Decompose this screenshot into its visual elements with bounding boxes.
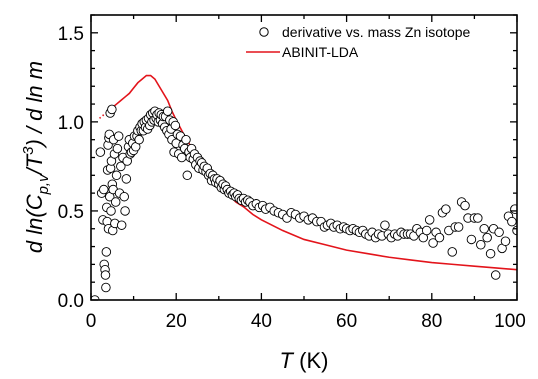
model-curve-layer (99, 74, 517, 271)
data-point (113, 131, 124, 141)
data-point (380, 220, 390, 230)
data-point (176, 152, 187, 163)
x-tick-label-80: 80 (421, 311, 442, 332)
y-tick-label-0-0: 0.0 (58, 291, 84, 312)
data-point (485, 248, 496, 259)
data-point (121, 174, 132, 184)
y-tick-label-1-5: 1.5 (58, 24, 84, 45)
data-point (182, 170, 193, 181)
data-point (421, 225, 432, 236)
data-point (116, 161, 126, 172)
y-axis-superscript: 3 (20, 146, 37, 155)
y-axis-subscript: p,v (35, 173, 52, 196)
data-point (107, 104, 117, 115)
x-tick-label-20: 20 (166, 311, 187, 332)
y-axis-mid: /T (22, 153, 47, 176)
x-axis-title: T (K) (280, 348, 329, 373)
data-point (91, 295, 100, 300)
data-point (111, 170, 122, 181)
data-point (95, 147, 106, 157)
data-point (119, 191, 129, 202)
data-point (490, 270, 501, 280)
data-point (134, 134, 144, 145)
y-axis-title: d ln(Cp,v/T3) / d ln m (20, 61, 52, 253)
data-point (101, 247, 112, 257)
legend-label-model: ABINIT-LDA (282, 44, 359, 60)
x-tick-label-0: 0 (86, 311, 97, 332)
legend: derivative vs. mass Zn isotope ABINIT-LD… (246, 24, 471, 60)
data-point (479, 223, 489, 234)
legend-label-data: derivative vs. mass Zn isotope (282, 24, 471, 40)
data-point (101, 282, 111, 293)
data-point (120, 206, 130, 216)
data-point (510, 204, 517, 214)
x-tick-labels: 0 20 40 60 80 100 (86, 311, 526, 332)
y-tick-labels: 0.0 0.5 1.0 1.5 (58, 24, 84, 312)
data-point (466, 234, 477, 245)
axis-ticks (90, 14, 518, 301)
data-point (99, 184, 109, 195)
data-point (424, 215, 435, 225)
y-axis-prefix: d ln(C (22, 194, 47, 253)
y-tick-label-1-0: 1.0 (58, 113, 84, 134)
x-tick-label-100: 100 (494, 311, 526, 332)
data-point (116, 220, 127, 230)
data-point (494, 227, 504, 238)
data-point (434, 232, 445, 243)
data-point (476, 240, 486, 250)
data-point (428, 238, 438, 248)
data-point (453, 222, 464, 232)
data-point (441, 204, 451, 214)
y-tick-label-0-5: 0.5 (58, 202, 84, 223)
data-points-layer (91, 104, 517, 300)
data-point (162, 106, 173, 116)
data-point (100, 270, 111, 280)
data-point (112, 143, 123, 154)
data-point (482, 232, 492, 243)
model-curve (111, 74, 517, 271)
data-point (106, 206, 116, 216)
y-axis-suffix: ) / d ln m (22, 61, 47, 150)
data-point (500, 236, 511, 246)
x-axis-unit: (K) (293, 348, 328, 373)
data-point (170, 120, 181, 131)
data-point (181, 134, 191, 145)
data-point (447, 247, 458, 257)
data-point (473, 213, 483, 223)
x-axis-symbol: T (280, 348, 295, 373)
legend-marker-circle (259, 27, 269, 37)
data-point (460, 200, 470, 211)
x-tick-label-40: 40 (251, 311, 272, 332)
x-tick-label-60: 60 (336, 311, 357, 332)
data-point (110, 197, 121, 207)
plot-area (90, 14, 518, 301)
data-point (507, 216, 517, 227)
